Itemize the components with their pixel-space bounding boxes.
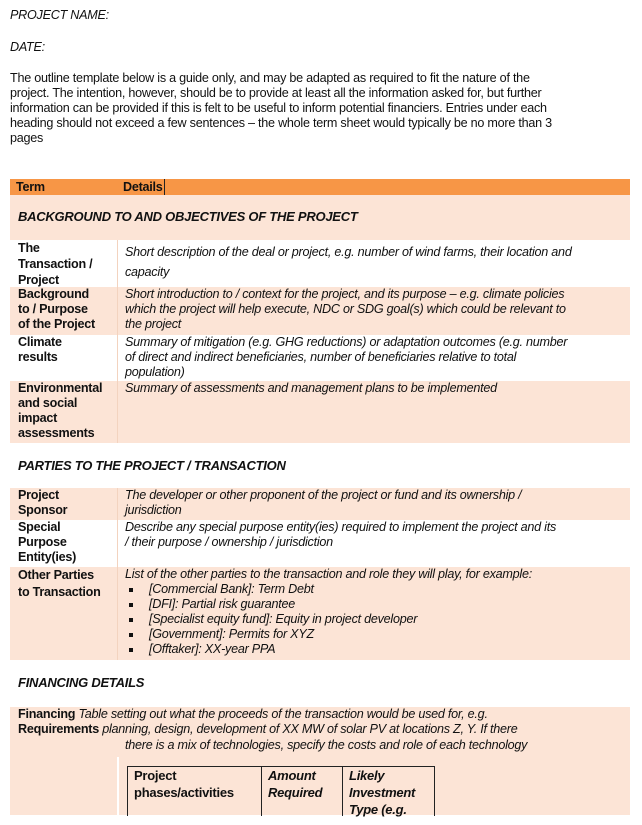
term-text: Entity(ies) <box>18 550 77 564</box>
table-row: Special Purpose Entity(ies) Describe any sp… <box>10 520 630 567</box>
bullet-item: [Government]: Permits for XYZ <box>125 627 532 642</box>
term-text: Special <box>18 520 61 534</box>
bullet-item: [Specialist equity fund]: Equity in proj… <box>125 612 532 627</box>
details-text: The developer or other proponent of the … <box>125 488 522 502</box>
term-financing-line1: Financing <box>18 707 76 721</box>
table-row: Background to / Purpose of the Project Shor… <box>10 287 630 335</box>
details-text: the project <box>125 317 182 331</box>
table-row: The Transaction / Project Short description… <box>10 240 630 287</box>
term-text: Sponsor <box>18 503 68 517</box>
table-row: Environmental and social impact assessments… <box>10 381 630 443</box>
details-text: Summary of assessments and management pl… <box>125 381 497 395</box>
details-text: of direct and indirect beneficiaries, nu… <box>125 350 517 364</box>
details-cell: Short description of the deal or project… <box>125 242 572 282</box>
term-financing-line2: Requirements <box>18 722 99 736</box>
details-text: jurisdiction <box>125 503 182 517</box>
details-text: Short introduction to / context for the … <box>125 287 565 301</box>
intro-line: The outline template below is a guide on… <box>10 71 530 85</box>
details-cell: Describe any special purpose entity(ies)… <box>125 520 556 550</box>
term-text: Project <box>18 488 59 502</box>
section-row-financing: FINANCING DETAILS <box>10 660 630 707</box>
term-cell: Background to / Purpose of the Project <box>18 287 118 332</box>
term-text: of the Project <box>18 317 95 331</box>
term-text: The <box>18 241 40 255</box>
details-text: Short description of the deal or project… <box>125 245 572 259</box>
term-cell: Special Purpose Entity(ies) <box>18 520 118 565</box>
section-title-background: BACKGROUND TO AND OBJECTIVES OF THE PROJ… <box>18 209 358 224</box>
column-header-term: Term <box>16 180 45 194</box>
project-name-label: PROJECT NAME: <box>10 8 109 22</box>
section-title-parties: PARTIES TO THE PROJECT / TRANSACTION <box>18 458 286 473</box>
term-cell: Environmental and social impact assessments <box>18 381 118 441</box>
intro-line: information can be provided if this is f… <box>10 101 547 115</box>
details-cell: List of the other parties to the transac… <box>125 567 532 657</box>
term-text: Transaction / <box>18 257 93 271</box>
term-text: impact <box>18 411 58 425</box>
details-financing-line2: planning, design, development of XX MW o… <box>102 722 518 736</box>
term-text: Environmental <box>18 381 103 395</box>
details-text: List of the other parties to the transac… <box>125 567 532 581</box>
term-text: Purpose <box>18 535 67 549</box>
term-cell: Project Sponsor <box>18 488 118 518</box>
intro-line: pages <box>10 131 44 145</box>
section-row-parties: PARTIES TO THE PROJECT / TRANSACTION <box>10 443 630 488</box>
details-text: population) <box>125 365 185 379</box>
column-header-details: Details <box>123 179 165 195</box>
intro-line: project. The intention, however, should … <box>10 86 542 100</box>
bullet-item: [Commercial Bank]: Term Debt <box>125 582 532 597</box>
term-cell: The Transaction / Project <box>18 240 118 288</box>
term-text: and social <box>18 396 78 410</box>
intro-paragraph: The outline template below is a guide on… <box>10 71 552 146</box>
term-text: assessments <box>18 426 95 440</box>
term-text: Background <box>18 287 89 301</box>
intro-line: heading should not exceed a few sentence… <box>10 116 552 130</box>
inner-header-investment-type: Likely Investment Type (e.g. <box>349 768 416 817</box>
term-text: to / Purpose <box>18 302 88 316</box>
bullet-item: [Offtaker]: XX-year PPA <box>125 642 532 657</box>
term-text: Climate <box>18 335 62 349</box>
table-header-row: Term Details <box>10 179 630 195</box>
table-row: Project Sponsor The developer or other pro… <box>10 488 630 520</box>
term-cell: Other Parties to Transaction <box>18 567 118 601</box>
table-row-financing-requirements: Financing Table setting out what the pro… <box>10 707 630 815</box>
details-cell: The developer or other proponent of the … <box>125 488 522 518</box>
term-text: Other Parties <box>18 568 94 582</box>
section-row-background: BACKGROUND TO AND OBJECTIVES OF THE PROJ… <box>10 195 630 240</box>
details-cell: Short introduction to / context for the … <box>125 287 566 332</box>
inner-header-amount: Amount Required <box>262 767 343 816</box>
inner-header-phases: Project phases/activities <box>128 767 262 816</box>
details-text: which the project will help execute, NDC… <box>125 302 566 316</box>
details-cell: Summary of assessments and management pl… <box>125 381 497 396</box>
date-label: DATE: <box>10 40 45 54</box>
details-financing-line1: Table setting out what the proceeds of t… <box>78 707 488 721</box>
term-cell: Climate results <box>18 335 118 365</box>
details-text: Describe any special purpose entity(ies)… <box>125 520 556 534</box>
details-text: capacity <box>125 265 170 279</box>
section-title-financing: FINANCING DETAILS <box>18 675 145 690</box>
details-text: Summary of mitigation (e.g. GHG reductio… <box>125 335 568 349</box>
table-row: Other Parties to Transaction List of the o… <box>10 567 630 660</box>
table-row: Climate results Summary of mitigation (e.g… <box>10 335 630 381</box>
financing-inner-table: Project phases/activities Amount Require… <box>127 766 435 817</box>
details-cell: Summary of mitigation (e.g. GHG reductio… <box>125 335 567 380</box>
term-text: results <box>18 350 58 364</box>
term-text: Project <box>18 273 59 287</box>
term-text: to Transaction <box>18 585 101 599</box>
bullet-item: [DFI]: Partial risk guarantee <box>125 597 532 612</box>
details-financing-line3: there is a mix of technologies, specify … <box>125 738 528 752</box>
details-text: / their purpose / ownership / jurisdicti… <box>125 535 333 549</box>
